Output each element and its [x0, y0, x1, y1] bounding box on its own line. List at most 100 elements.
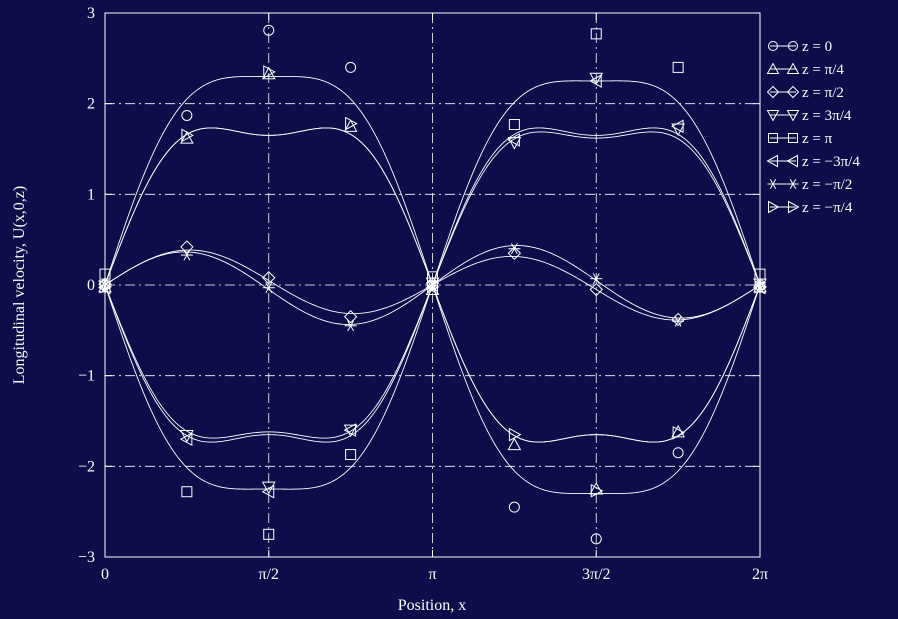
- marker-triangle-right: [672, 425, 686, 440]
- marker-square: [754, 268, 766, 280]
- legend-item: z = 3π/4: [766, 108, 852, 124]
- asterisk-stroke: [265, 282, 273, 294]
- legend-label: z = π/4: [802, 62, 844, 78]
- asterisk-stroke: [429, 280, 436, 292]
- x-tick-label: π: [428, 566, 436, 583]
- marker-triangle-left: [507, 133, 520, 147]
- asterisk-stroke: [510, 243, 518, 255]
- marker-asterisk: [672, 315, 685, 327]
- marker-triangle-down: [671, 123, 685, 137]
- marker-diamond: [507, 246, 522, 260]
- marker-circle: [672, 447, 684, 459]
- marker-asterisk: [508, 243, 521, 255]
- marker-triangle-left: [766, 154, 778, 168]
- marker-circle: [181, 109, 193, 121]
- y-tick-label: −3: [78, 549, 95, 566]
- marker-triangle-up: [507, 437, 522, 451]
- marker-diamond: [753, 280, 767, 294]
- y-tick-label: 3: [87, 5, 95, 22]
- marker-diamond: [589, 282, 603, 297]
- legend-label: z = π: [802, 131, 833, 147]
- marker-triangle-down: [180, 430, 194, 443]
- marker-diamond: [671, 312, 685, 327]
- marker-circle: [788, 41, 798, 51]
- y-axis-label: Longitudinal velocity, U(x,0,z): [11, 186, 28, 384]
- marker-asterisk: [344, 320, 357, 332]
- marker-triangle-left: [786, 154, 798, 168]
- asterisk-stroke: [347, 320, 355, 332]
- marker-square: [263, 528, 275, 540]
- y-tick-label: 0: [87, 277, 95, 294]
- marker-square: [672, 61, 684, 73]
- marker-square: [768, 133, 778, 143]
- legend-item: z = −π/4: [768, 200, 853, 216]
- marker-triangle-right: [754, 279, 768, 294]
- series-markers: [97, 24, 768, 545]
- marker-asterisk: [787, 178, 799, 190]
- marker-triangle-right: [263, 65, 276, 79]
- asterisk-stroke: [101, 281, 109, 293]
- marker-triangle-left: [343, 423, 357, 437]
- asterisk-stroke: [183, 249, 191, 261]
- marker-diamond: [180, 240, 194, 254]
- marker-triangle-right: [768, 200, 780, 214]
- x-axis-label: Position, x: [398, 597, 466, 614]
- legend-label: z = −π/4: [802, 200, 853, 216]
- y-tick-label: −1: [78, 368, 95, 385]
- marker-diamond: [786, 85, 800, 99]
- marker-triangle-right: [181, 128, 194, 143]
- marker-square: [99, 268, 111, 280]
- marker-square: [427, 271, 438, 283]
- marker-diamond: [343, 310, 358, 324]
- legend-label: z = −π/2: [802, 177, 852, 193]
- x-tick-label: 2π: [752, 566, 768, 583]
- marker-square: [345, 449, 357, 461]
- marker-triangle-down: [261, 481, 276, 495]
- marker-triangle-down: [343, 424, 358, 438]
- marker-square: [590, 28, 602, 40]
- marker-triangle-down: [589, 72, 604, 86]
- marker-triangle-right: [508, 427, 522, 442]
- marker-circle: [345, 61, 357, 73]
- axis-ticks: 0 π/2 π 3π/2 2π 3 2 1 0 −1 −2 −3: [78, 5, 768, 583]
- marker-square: [181, 486, 193, 498]
- marker-asterisk: [180, 249, 193, 261]
- legend-item: z = π/2: [766, 85, 844, 101]
- marker-diamond: [262, 271, 276, 285]
- legend-label: z = 0: [802, 39, 832, 55]
- marker-triangle-right: [99, 279, 113, 294]
- marker-circle: [768, 41, 778, 51]
- marker-asterisk: [754, 281, 766, 293]
- marker-triangle-down: [786, 110, 800, 122]
- asterisk-stroke: [769, 178, 777, 190]
- legend-item: z = −3π/4: [766, 154, 860, 170]
- marker-triangle-down: [766, 110, 780, 122]
- marker-triangle-left: [179, 432, 193, 446]
- x-tick-label: 3π/2: [582, 566, 611, 583]
- x-tick-label: 0: [101, 566, 109, 583]
- y-tick-label: 2: [87, 96, 95, 113]
- marker-triangle-down: [507, 137, 522, 150]
- marker-triangle-left: [671, 119, 684, 134]
- asterisk-stroke: [592, 273, 600, 285]
- marker-triangle-up: [766, 62, 780, 74]
- marker-triangle-right: [345, 116, 358, 131]
- legend-item: z = −π/2: [767, 177, 852, 193]
- legend: z = 0 z = π/4 z = π/2 z = 3π/4 z = π z = −3π/…: [766, 39, 860, 216]
- marker-circle: [590, 533, 602, 545]
- marker-triangle-down: [425, 277, 440, 291]
- legend-label: z = π/2: [802, 85, 844, 101]
- marker-triangle-up: [343, 119, 358, 132]
- marker-triangle-up: [180, 131, 194, 144]
- marker-asterisk: [262, 282, 275, 294]
- legend-item: z = π: [768, 131, 833, 147]
- legend-label: z = 3π/4: [802, 108, 852, 124]
- marker-triangle-right: [427, 279, 440, 294]
- marker-circle: [508, 501, 520, 513]
- marker-asterisk: [590, 273, 603, 285]
- y-tick-label: 1: [87, 186, 95, 203]
- asterisk-stroke: [674, 315, 682, 327]
- marker-triangle-up: [786, 62, 800, 74]
- legend-label: z = −3π/4: [802, 154, 860, 170]
